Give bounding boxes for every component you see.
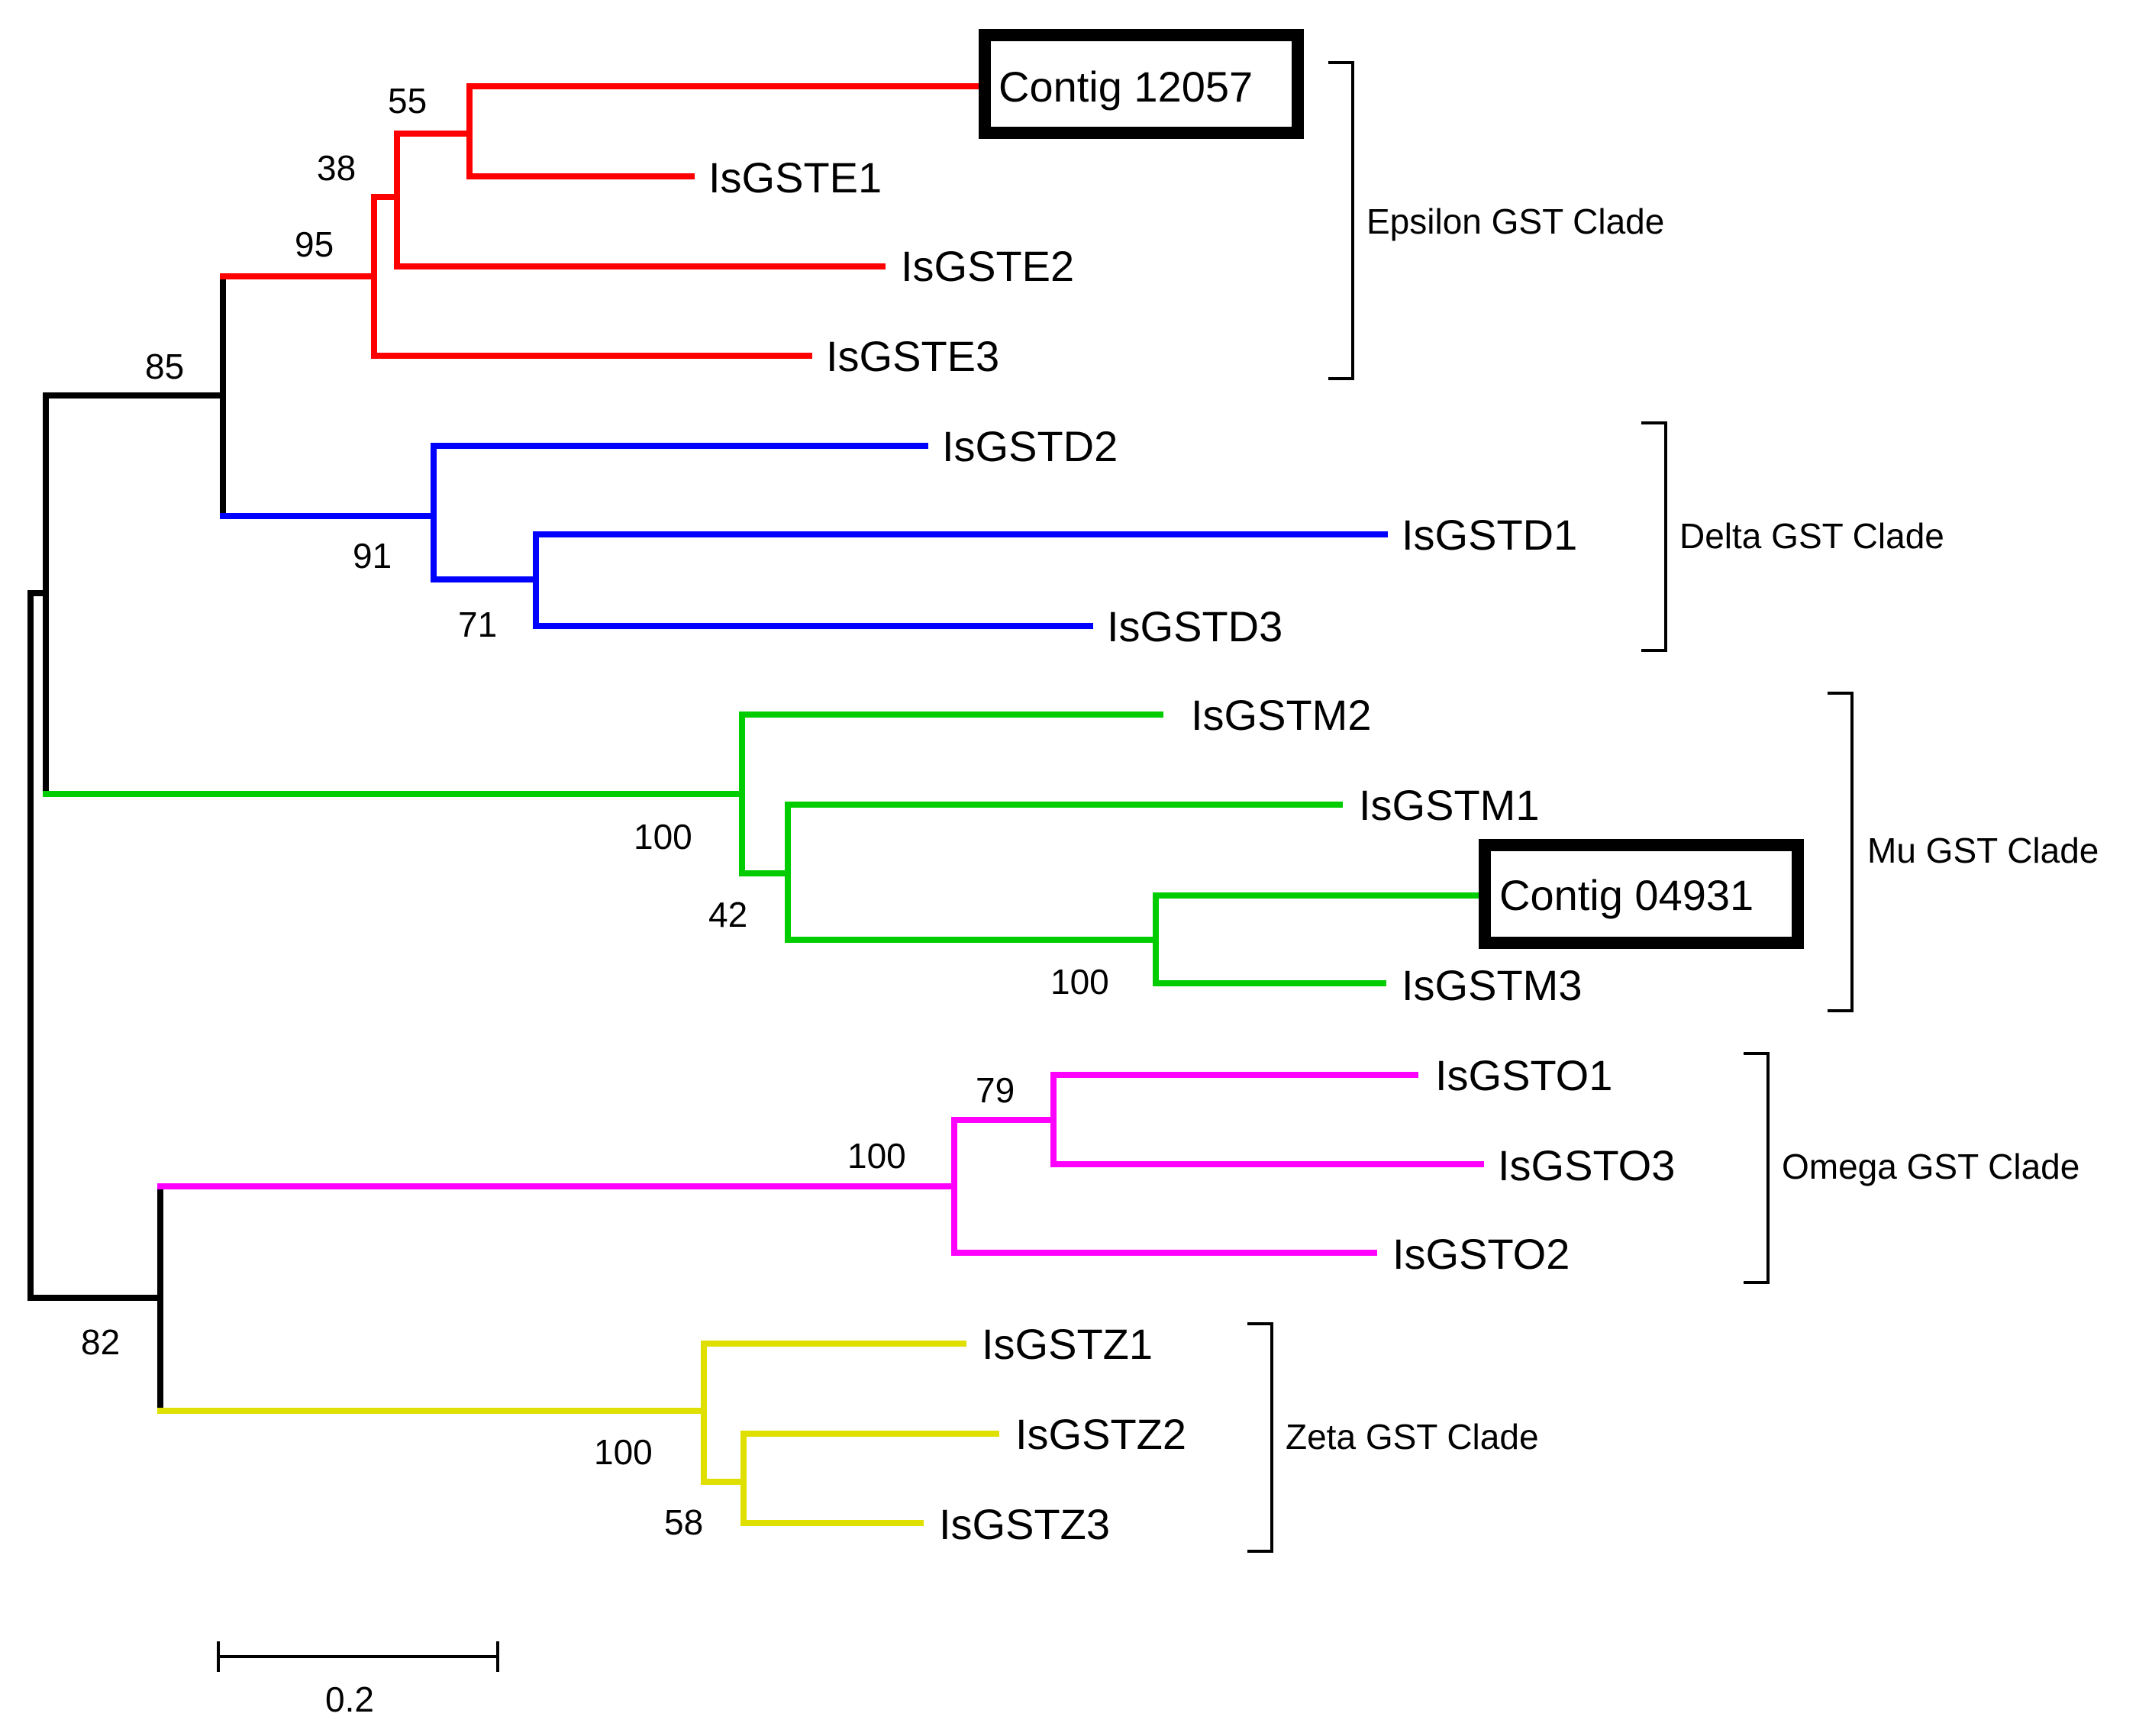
leaf-isgste3: IsGSTE3: [826, 332, 999, 380]
leaf-isgstm3: IsGSTM3: [1402, 961, 1582, 1009]
clade-label-zeta: Zeta GST Clade: [1286, 1417, 1539, 1457]
support-58: 58: [664, 1502, 703, 1542]
leaf-isgstz1: IsGSTZ1: [982, 1320, 1153, 1368]
leaf-isgstz2: IsGSTZ2: [1015, 1410, 1186, 1458]
leaf-isgstd3: IsGSTD3: [1107, 602, 1282, 650]
leaf-contig-12057: Contig 12057: [999, 63, 1253, 111]
support-71: 71: [458, 605, 497, 644]
bracket-epsilon: [1328, 61, 1354, 380]
support-100-mu: 100: [634, 817, 692, 857]
support-38: 38: [317, 148, 356, 188]
leaf-contig-04931: Contig 04931: [1499, 871, 1754, 919]
leaf-isgstd2: IsGSTD2: [942, 422, 1118, 470]
branch-zeta: [157, 1341, 999, 1526]
support-42: 42: [708, 895, 747, 934]
support-100-zeta: 100: [594, 1432, 653, 1472]
leaf-isgstz3: IsGSTZ3: [939, 1500, 1110, 1548]
clade-label-epsilon: Epsilon GST Clade: [1366, 202, 1664, 241]
leaf-isgste2: IsGSTE2: [901, 242, 1074, 290]
leaf-isgstd1: IsGSTD1: [1402, 511, 1577, 559]
clade-label-mu: Mu GST Clade: [1867, 831, 2099, 870]
leaf-isgsto2: IsGSTO2: [1392, 1230, 1570, 1278]
leaf-isgstm1: IsGSTM1: [1359, 781, 1539, 829]
clade-label-omega: Omega GST Clade: [1782, 1147, 2079, 1186]
scale-bar: [217, 1641, 499, 1672]
leaf-isgste1: IsGSTE1: [708, 153, 882, 202]
bracket-mu: [1828, 692, 1854, 1012]
support-100-omega: 100: [847, 1136, 906, 1176]
clade-label-delta: Delta GST Clade: [1679, 516, 1944, 556]
branch-root-spine: [27, 590, 163, 1301]
leaf-isgstm2: IsGSTM2: [1191, 691, 1371, 739]
bracket-omega: [1744, 1052, 1770, 1284]
leaf-isgsto3: IsGSTO3: [1498, 1141, 1675, 1189]
scale-bar-label: 0.2: [325, 1680, 374, 1719]
bracket-delta: [1641, 421, 1667, 652]
bracket-zeta: [1247, 1322, 1273, 1553]
branch-delta: [220, 443, 1388, 629]
support-55: 55: [388, 81, 427, 121]
support-91: 91: [353, 536, 392, 576]
leaf-isgsto1: IsGSTO1: [1435, 1051, 1612, 1099]
branch-omega: [157, 1072, 1484, 1256]
support-100-mu-inner: 100: [1050, 962, 1109, 1002]
highlight-box-contig-12057: [979, 29, 1304, 139]
support-85: 85: [145, 347, 184, 386]
branch-epsilon: [220, 83, 988, 359]
support-82: 82: [81, 1322, 120, 1362]
support-79: 79: [976, 1070, 1015, 1110]
branch-ed-node: [43, 273, 226, 519]
highlight-box-contig-04931: [1479, 839, 1804, 949]
support-95: 95: [295, 224, 334, 264]
branch-mu: [43, 712, 1484, 986]
